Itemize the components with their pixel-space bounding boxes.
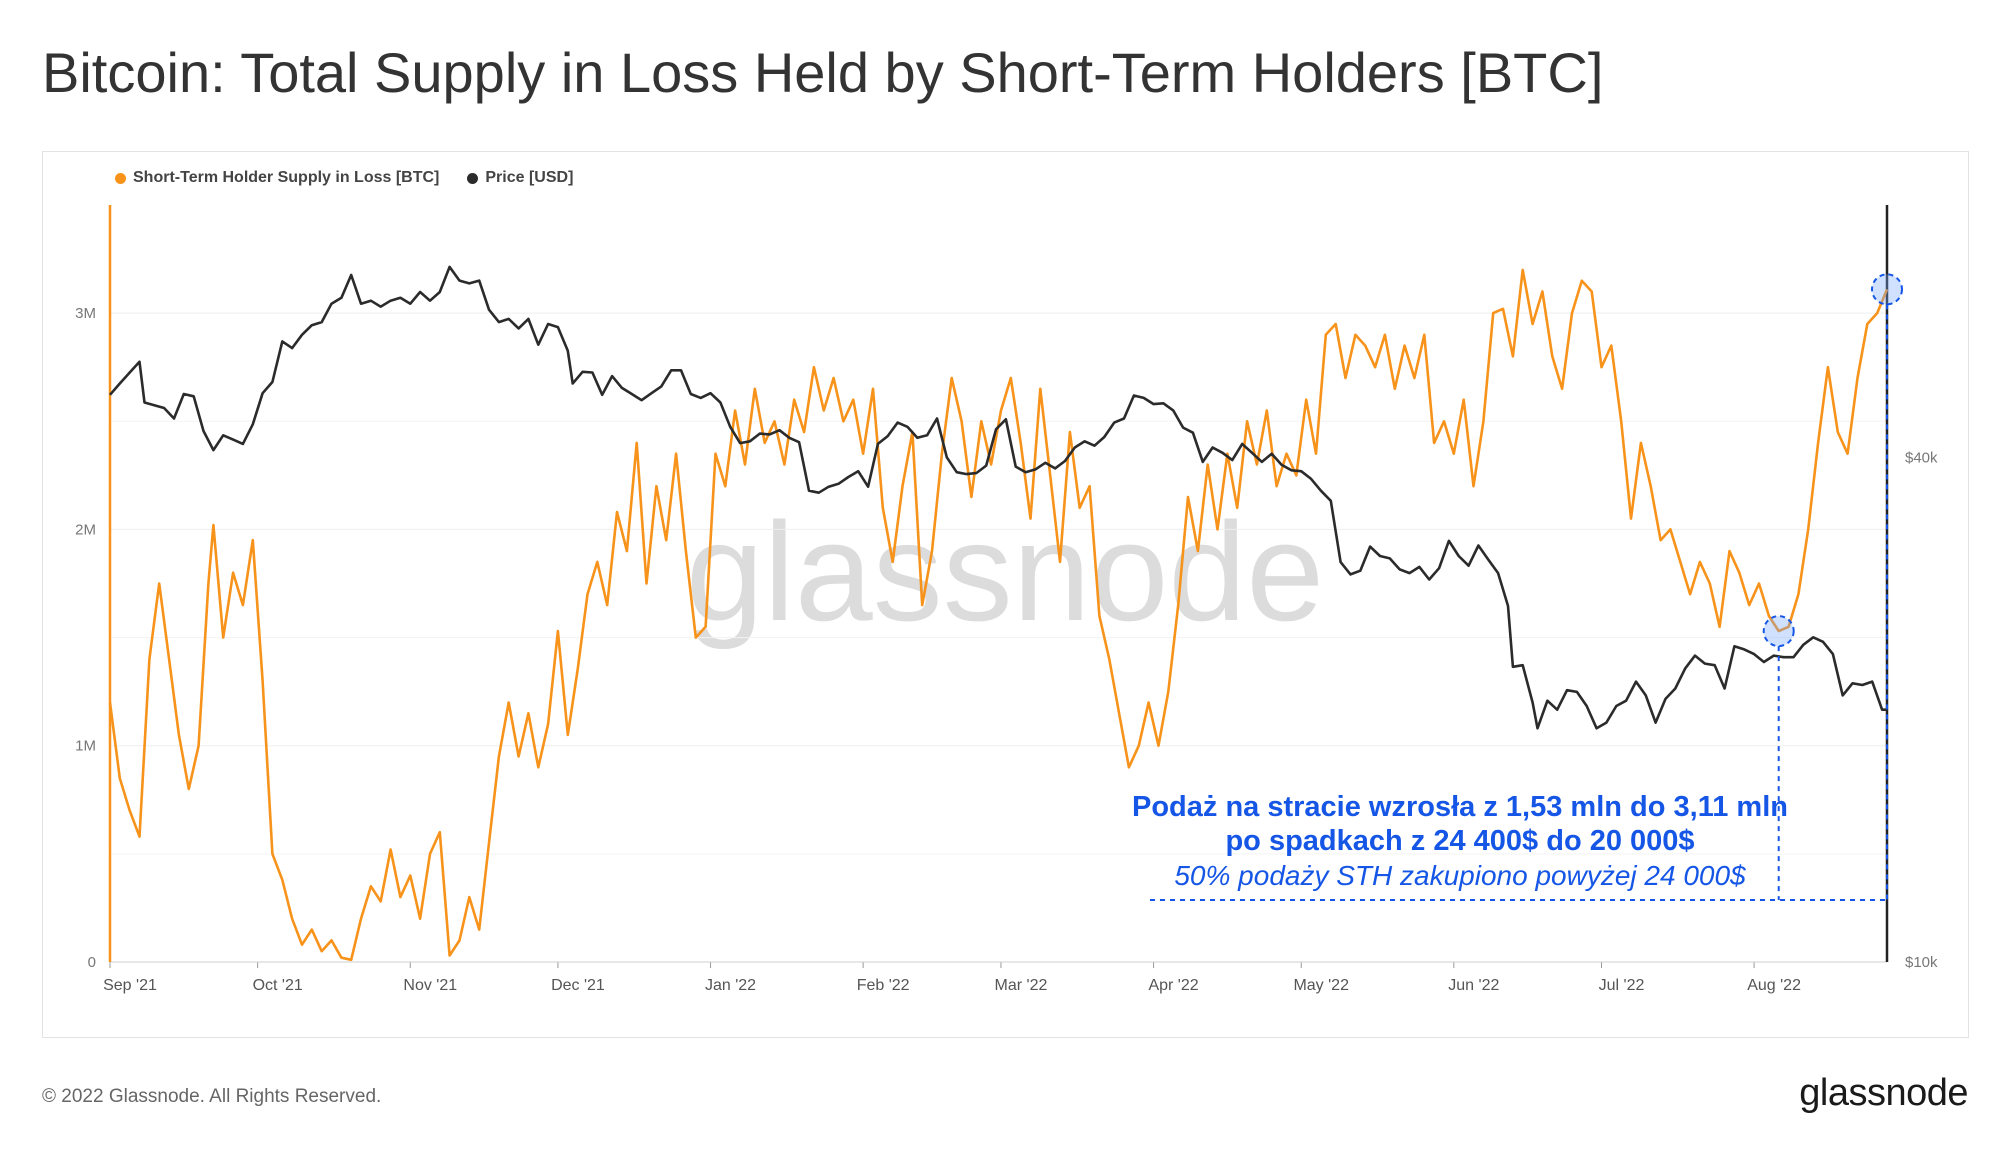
legend-label-supply: Short-Term Holder Supply in Loss [BTC]: [133, 169, 440, 186]
annotation-line-2: po spadkach z 24 400$ do 20 000$: [1225, 825, 1695, 857]
page-title: Bitcoin: Total Supply in Loss Held by Sh…: [42, 41, 1604, 104]
legend-label-price: Price [USD]: [485, 169, 574, 186]
series-line-price: [109, 265, 1887, 730]
x-tick-label: Oct '21: [253, 977, 303, 994]
highlight-marker-1: [1762, 615, 1795, 648]
x-tick-label: Jun '22: [1448, 977, 1499, 994]
legend-dot-supply: [115, 172, 126, 184]
x-tick-label: Jul '22: [1599, 977, 1645, 994]
x-tick-label: Nov '21: [403, 977, 457, 994]
x-tick-label: Sep '21: [103, 977, 157, 994]
x-tick-label: Aug '22: [1747, 977, 1801, 994]
footer-logo[interactable]: glassnode: [1799, 1072, 1968, 1114]
annotation-line-1: Podaż na stracie wzrosła z 1,53 mln do 3…: [1132, 791, 1788, 823]
x-tick-label: Mar '22: [995, 977, 1048, 994]
series-line-supply: [108, 268, 1889, 962]
x-tick-label: Feb '22: [857, 977, 910, 994]
legend-dot-price: [467, 172, 479, 184]
chart-frame: [42, 151, 1969, 1038]
footer-copyright: © 2022 Glassnode. All Rights Reserved.: [42, 1086, 382, 1107]
highlight-marks: [1150, 273, 1903, 901]
x-tick-label: Apr '22: [1148, 977, 1198, 994]
y-left-tick-label: 0: [88, 954, 96, 971]
x-tick-label: Dec '21: [551, 977, 605, 994]
x-tick-label: Jan '22: [705, 977, 756, 994]
grid-lines: [110, 312, 1887, 963]
legend-item-price[interactable]: Price [USD]: [467, 169, 573, 187]
y-left-tick-label: 2M: [75, 521, 96, 538]
y-right-tick-label: $10k: [1905, 954, 1938, 971]
axes: 0 1M 2M 3M $10k $40k Sep '21 Oct '21 Nov '21 Dec …: [75, 205, 1938, 994]
chart-watermark: glassnode: [686, 493, 1324, 650]
y-left-tick-label: 3M: [75, 305, 96, 322]
y-right-tick-label: $40k: [1905, 449, 1938, 466]
series-group: [108, 265, 1889, 962]
highlight-marker-2: [1871, 273, 1903, 306]
annotation-box: Podaż na stracie wzrosła z 1,53 mln do 3…: [1115, 790, 1805, 894]
legend-item-supply[interactable]: Short-Term Holder Supply in Loss [BTC]: [115, 169, 439, 187]
chart-legend: Short-Term Holder Supply in Loss [BTC] P…: [115, 169, 573, 187]
x-tick-label: May '22: [1293, 977, 1349, 994]
y-left-tick-label: 1M: [75, 738, 96, 755]
annotation-line-3: 50% podaży STH zakupiono powyżej 24 000$: [1174, 860, 1746, 891]
